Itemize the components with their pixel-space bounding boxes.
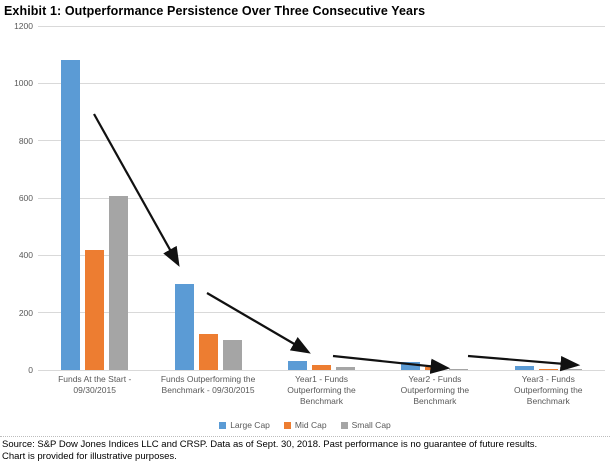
gridline-y-1200 [38, 25, 605, 27]
legend-swatch-icon [283, 421, 291, 429]
y-axis-tick-label: 1000 [14, 78, 33, 89]
y-axis-tick-label: 400 [18, 250, 33, 261]
bar-mid-cap [538, 368, 558, 370]
bar-mid-cap [312, 364, 331, 370]
bar-group-1 [61, 60, 129, 370]
source-note-line1: Source: S&P Dow Jones Indices LLC and CR… [2, 439, 538, 450]
y-axis-tick-label: 200 [18, 307, 33, 318]
gridline-y-200 [38, 312, 605, 314]
x-axis-category-label: Year2 - Funds Outperforming the Benchmar… [400, 374, 470, 406]
y-axis-tick-label: 1200 [14, 21, 33, 31]
y-axis-tick-label: 800 [18, 135, 33, 146]
bar-mid-cap [198, 333, 218, 370]
bar-mid-cap [85, 250, 105, 370]
legend-swatch-icon [219, 421, 227, 429]
legend-item-large-cap: Large Cap [219, 420, 270, 430]
chart-legend: Large Cap Mid Cap Small Cap [0, 420, 610, 430]
x-axis-category-label: Funds At the Start - 09/30/2015 [58, 374, 132, 395]
x-axis-category-label: Year1 - Funds Outperforming the Benchmar… [287, 374, 356, 406]
bar-small-cap [449, 368, 469, 370]
bar-large-cap [514, 366, 534, 370]
y-axis-tick-label: 0 [28, 365, 33, 375]
bar-group-4 [401, 362, 469, 370]
gridline-y-1000 [38, 82, 605, 84]
gridline-y-800 [38, 140, 605, 142]
bar-group-5 [514, 366, 582, 370]
x-axis-category-label: Year3 - Funds Outperforming the Benchmar… [514, 374, 583, 406]
bar-small-cap [336, 367, 355, 370]
legend-item-mid-cap: Mid Cap [283, 420, 327, 430]
gridline-y-600 [38, 197, 605, 199]
legend-label: Small Cap [351, 420, 391, 430]
legend-item-small-cap: Small Cap [340, 420, 391, 430]
chart-title: Exhibit 1: Outperformance Persistence Ov… [4, 4, 426, 18]
gridline-y-0 [38, 369, 605, 371]
bar-group-3 [288, 361, 355, 370]
x-axis-category-label: Funds Outperforming the Benchmark - 09/3… [160, 374, 256, 395]
bar-large-cap [401, 362, 421, 370]
bar-small-cap [109, 196, 129, 370]
bar-large-cap [61, 60, 81, 370]
source-note-line2: Chart is provided for illustrative purpo… [2, 451, 177, 462]
y-axis-tick-label: 600 [18, 193, 33, 203]
bar-small-cap [222, 339, 242, 370]
gridline-y-400 [38, 254, 605, 256]
bar-large-cap [288, 361, 307, 370]
legend-swatch-icon [340, 421, 348, 429]
bar-large-cap [174, 284, 194, 370]
legend-label: Mid Cap [294, 420, 327, 430]
bar-small-cap [562, 368, 582, 370]
source-note: Source: S&P Dow Jones Indices LLC and CR… [0, 436, 610, 463]
bar-mid-cap [425, 367, 445, 370]
legend-label: Large Cap [230, 420, 270, 430]
bar-group-2 [174, 284, 242, 370]
